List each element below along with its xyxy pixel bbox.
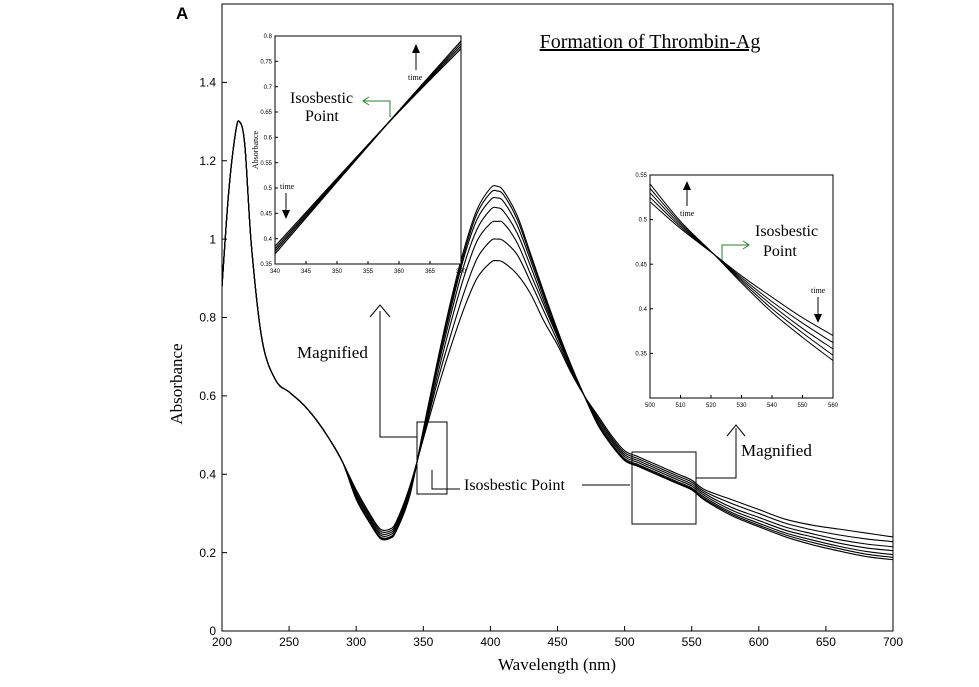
inset_right-x-tick-label: 500 (645, 403, 656, 409)
chart-title: Formation of Thrombin-Ag (540, 31, 761, 53)
inset_left-x-tick-label: 340 (270, 269, 281, 275)
magnify-arrow-right-head (726, 424, 746, 437)
main-x-tick-label: 350 (413, 635, 433, 649)
main-x-tick-label: 500 (615, 635, 635, 649)
main-x-tick-label: 300 (346, 635, 366, 649)
inset-right-time-up-label: time (680, 209, 695, 218)
main-y-tick-label: 0 (209, 624, 216, 638)
inset_right-y-tick-label: 0.4 (639, 307, 648, 313)
inset_right-series-line-3 (649, 188, 834, 356)
magnify-box-right (631, 451, 697, 525)
inset_left-x-tick-label: 350 (332, 269, 343, 275)
inset-left-time-up-label: time (408, 73, 423, 82)
panel-label: A (176, 4, 188, 23)
inset_left-y-tick-label: 0.45 (260, 211, 272, 217)
inset_right-y-tick-label: 0.45 (635, 262, 647, 268)
main-y-tick-label: 1.4 (199, 76, 216, 90)
inset-left-ticks: 340 345 350 355 360 365 370 0.35 0.4 0.45 0.5 0.55 0… (260, 34, 466, 275)
inset-left-isosbestic-2: Point (305, 108, 339, 125)
main-series-line-6 (221, 120, 894, 561)
magnified-label-left: Magnified (297, 343, 368, 362)
inset_right-x-tick-label: 530 (736, 403, 747, 409)
main-x-tick-label: 600 (749, 635, 769, 649)
inset_left-y-tick-label: 0.35 (260, 262, 272, 268)
inset_left-x-tick-label: 365 (425, 269, 436, 275)
inset_right-x-tick-label: 550 (797, 403, 808, 409)
main-x-tick-label: 400 (480, 635, 500, 649)
inset-left-series (274, 40, 462, 255)
inset_right-y-tick-label: 0.5 (639, 218, 648, 224)
inset_left-x-tick-label: 360 (394, 269, 405, 275)
inset_left-x-tick-label: 355 (363, 269, 374, 275)
inset-left-time-up-arrowhead (412, 44, 420, 53)
inset-left-time-down-arrowhead (282, 210, 290, 219)
main-x-tick-label: 200 (212, 635, 232, 649)
magnified-label-right: Magnified (741, 441, 812, 460)
main-y-tick-label: 1.2 (199, 154, 216, 168)
inset-left-frame (274, 35, 462, 265)
main-axis-ticks: 200 250 300 350 400 450 500 550 600 650 700 0 0.2 0.4… (199, 76, 903, 649)
inset-left-isosbestic-arrow (364, 100, 391, 117)
magnify-arrow-left-head (369, 304, 391, 318)
x-axis-label: Wavelength (nm) (498, 655, 616, 674)
y-axis-label: Absorbance (167, 343, 186, 424)
inset_left-y-tick-label: 0.4 (264, 237, 273, 243)
inset_left-y-tick-label: 0.7 (264, 85, 273, 91)
inset-right-ticks: 500 510 520 530 540 550 560 0.35 0.4 0.45 0.5 0.55 (635, 173, 838, 409)
inset_left-y-tick-label: 0.65 (260, 110, 272, 116)
inset_right-x-tick-label: 520 (706, 403, 717, 409)
inset_right-x-tick-label: 510 (675, 403, 686, 409)
main-x-tick-label: 550 (682, 635, 702, 649)
inset_left-y-tick-label: 0.55 (260, 161, 272, 167)
inset_right-series-line-0 (649, 201, 834, 336)
inset-right: 500 510 520 530 540 550 5600.350.40.450.50.55 … (635, 173, 838, 409)
inset-right-series (649, 183, 834, 361)
inset_left-y-tick-label: 0.5 (264, 186, 273, 192)
magnify-box-left (416, 421, 448, 495)
inset_right-y-tick-label: 0.55 (635, 173, 647, 179)
isosbestic-connector-left (431, 470, 460, 490)
main-series-group (221, 120, 894, 561)
inset_left-y-tick-label: 0.75 (260, 59, 272, 65)
magnify-arrow-right-line (696, 428, 737, 479)
inset-right-isosbestic-arrow (721, 244, 748, 260)
inset-right-isosbestic-2: Point (763, 243, 797, 260)
main-y-tick-label: 0.8 (199, 311, 216, 325)
inset-right-time-down-label: time (811, 286, 826, 295)
isosbestic-label: Isosbestic Point (464, 477, 565, 494)
inset-left: 340 345 350 355 360 365 370 0.35 0.4 0.45 0.5 0.55 0… (251, 34, 467, 275)
inset-right-time-down-arrowhead (814, 314, 822, 323)
inset_right-x-tick-label: 540 (767, 403, 778, 409)
inset-left-y-label: Absorbance (251, 130, 260, 169)
main-x-tick-label: 450 (547, 635, 567, 649)
inset-left-isosbestic-arrowhead (362, 96, 370, 106)
main-y-tick-label: 0.4 (199, 467, 216, 481)
inset-right-isosbestic-arrowhead (742, 240, 750, 250)
main-y-tick-label: 1 (209, 232, 216, 246)
inset-right-time-up-arrowhead (683, 181, 691, 190)
main-y-tick-label: 0.6 (199, 389, 216, 403)
main-y-tick-label: 0.2 (199, 546, 216, 560)
main-x-tick-label: 700 (883, 635, 903, 649)
main-x-tick-label: 650 (816, 635, 836, 649)
inset_right-x-tick-label: 560 (828, 403, 839, 409)
main-x-tick-label: 250 (279, 635, 299, 649)
inset_left-x-tick-label: 370 (456, 269, 467, 275)
inset_right-series-line-1 (649, 196, 834, 344)
magnify-arrow-left-line (379, 311, 417, 438)
inset_left-x-tick-label: 345 (301, 269, 312, 275)
inset-right-isosbestic-1: Isosbestic (755, 223, 818, 240)
inset_left-y-tick-label: 0.8 (264, 34, 273, 40)
inset_right-series-line-4 (649, 183, 834, 361)
inset-left-isosbestic-1: Isosbestic (290, 90, 353, 107)
inset_right-series-line-2 (649, 192, 834, 350)
inset-right-frame (649, 174, 834, 399)
inset_left-series-line-3 (274, 40, 462, 255)
inset_right-y-tick-label: 0.35 (635, 352, 647, 358)
inset_left-y-tick-label: 0.6 (264, 135, 273, 141)
inset-left-time-down-label: time (280, 182, 295, 191)
